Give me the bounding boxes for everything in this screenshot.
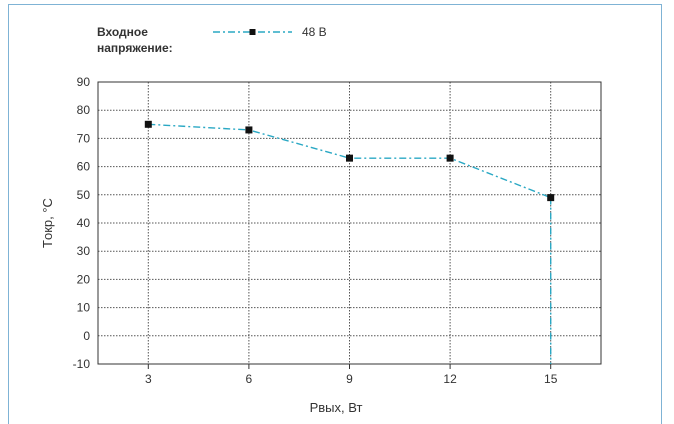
- y-tick-label: 40: [77, 216, 91, 230]
- legend-series-label: 48 В: [302, 25, 327, 39]
- y-tick-label: -10: [73, 357, 91, 371]
- x-tick-label: 15: [544, 372, 558, 386]
- legend-title-line-1: Входное: [97, 25, 148, 39]
- plot-area-border: [97, 81, 602, 365]
- x-axis-title: Pвых, Вт: [310, 400, 363, 415]
- y-tick-label: 90: [77, 75, 91, 89]
- y-tick-labels: -10 0 10 20 30 40 50 60 70 80 90: [73, 75, 91, 371]
- y-tick-label: 30: [77, 244, 91, 258]
- y-tick-label: 80: [77, 103, 91, 117]
- axes: [97, 81, 602, 369]
- x-tick-label: 6: [246, 372, 253, 386]
- y-tick-label: 50: [77, 188, 91, 202]
- x-tick-label: 9: [346, 372, 353, 386]
- data-point-marker: [547, 194, 555, 202]
- data-point-marker: [144, 120, 152, 128]
- y-tick-label: 20: [77, 272, 91, 286]
- data-point-marker: [346, 154, 353, 162]
- x-tick-label: 12: [443, 372, 457, 386]
- legend-marker: [249, 29, 256, 35]
- series-group: [144, 120, 555, 364]
- y-tick-label: 70: [77, 131, 91, 145]
- y-tick-label: 60: [77, 160, 91, 174]
- x-tick-labels: 3 6 9 12 15: [145, 372, 558, 386]
- y-axis-title: Tокр, °C: [40, 198, 55, 248]
- grid: [98, 81, 601, 365]
- y-tick-label: 0: [83, 329, 90, 343]
- data-point-marker: [446, 154, 454, 162]
- x-tick-label: 3: [145, 372, 152, 386]
- y-tick-label: 10: [77, 301, 91, 315]
- legend-title-line-2: напряжение:: [97, 41, 173, 55]
- chart-frame: [8, 4, 662, 424]
- data-point-marker: [245, 126, 253, 134]
- legend: Входное напряжение: 48 В: [97, 25, 327, 55]
